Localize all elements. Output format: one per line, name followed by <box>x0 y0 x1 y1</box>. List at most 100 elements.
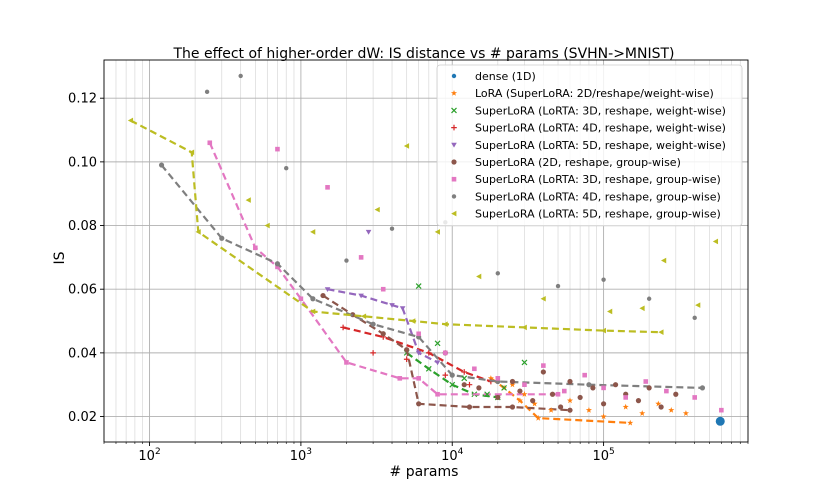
scatter-point <box>365 229 372 235</box>
scatter-point <box>380 286 386 292</box>
scatter-point <box>601 277 606 282</box>
x-tick-label: 104 <box>441 447 464 464</box>
scatter-point <box>639 410 646 416</box>
frontier-point <box>415 350 422 356</box>
y-tick-label: 0.10 <box>68 155 97 170</box>
scatter-points <box>204 73 725 426</box>
scatter-point <box>668 406 675 413</box>
scatter-point <box>238 73 243 79</box>
frontier-point <box>275 264 280 270</box>
frontier-point <box>449 381 456 388</box>
x-tick-exponent: 4 <box>458 447 464 457</box>
scatter-point <box>434 229 440 235</box>
legend-label: SuperLoRA (LoRTA: 3D, reshape, group-wis… <box>475 173 721 186</box>
legend-label: SuperLoRA (LoRTA: 4D, reshape, group-wis… <box>475 190 721 203</box>
scatter-point <box>622 403 629 410</box>
scatter-point <box>600 401 607 407</box>
scatter-point <box>245 197 251 203</box>
scatter-point <box>264 222 270 229</box>
legend-marker <box>451 210 457 217</box>
scatter-point <box>566 397 574 404</box>
frontier-point <box>207 140 213 146</box>
scatter-point <box>415 283 422 289</box>
y-tick-label: 0.04 <box>68 346 97 361</box>
plot-frame <box>103 59 749 443</box>
y-tick-label: 0.02 <box>68 410 97 425</box>
frontier-point <box>410 318 416 324</box>
scatter-point <box>517 388 523 394</box>
scatter-point <box>521 359 528 366</box>
y-axis-label: IS <box>52 251 68 264</box>
legend-marker <box>451 176 457 182</box>
frontier-point <box>340 324 346 331</box>
legend-label: SuperLoRA (LoRTA: 5D, reshape, weight-wi… <box>475 139 726 152</box>
frontier-line <box>322 294 571 412</box>
legend-entry: SuperLoRA (LoRTA: 4D, reshape, weight-wi… <box>451 122 726 135</box>
scatter-point <box>692 315 697 321</box>
scatter-point <box>607 308 613 315</box>
scatter-point <box>715 416 725 426</box>
legend-marker <box>451 73 457 79</box>
scatter-point <box>476 385 482 391</box>
scatter-point <box>612 382 619 388</box>
scatter-point <box>403 143 410 149</box>
frontier-point <box>253 245 258 251</box>
frontier-point <box>555 391 561 397</box>
y-tick-label: 0.08 <box>68 219 97 234</box>
x-tick-label: 102 <box>138 447 160 464</box>
scatter-point <box>509 381 516 388</box>
frontier-point <box>586 382 592 388</box>
scatter-point <box>310 229 316 235</box>
x-tick-base: 10 <box>592 449 609 464</box>
scatter-point <box>476 273 482 280</box>
scatter-point <box>472 366 477 372</box>
scatter-point <box>522 382 527 387</box>
frontier-point <box>699 385 706 391</box>
legend-label: SuperLoRA (LoRTA: 4D, reshape, weight-wi… <box>475 122 726 135</box>
scatter-point <box>601 385 606 391</box>
scatter-point <box>370 350 376 356</box>
frontier-point <box>425 365 432 372</box>
y-tick-label: 0.06 <box>68 283 97 298</box>
x-tick-label: 103 <box>290 447 312 464</box>
scatter-point <box>495 376 501 381</box>
frontier-point <box>158 162 165 168</box>
scatter-point <box>548 406 555 413</box>
frontier-point <box>370 321 376 327</box>
legend-marker <box>451 142 457 148</box>
scatter-point <box>389 303 395 308</box>
legend-label: LoRA (SuperLoRA: 2D/reshape/weight-wise) <box>475 87 714 100</box>
frontier-point <box>627 419 634 426</box>
scatter-point <box>661 257 667 264</box>
frontier-point <box>219 235 225 241</box>
legend-entry: SuperLoRA (LoRTA: 3D, reshape, group-wis… <box>451 173 721 186</box>
scatter-point <box>204 89 210 95</box>
scatter-point <box>275 146 280 152</box>
legend-entry: SuperLoRA (LoRTA: 5D, reshape, weight-wi… <box>451 139 726 152</box>
scatter-point <box>692 395 698 400</box>
x-tick-label: 105 <box>592 447 614 464</box>
scatter-point <box>434 340 441 347</box>
scatter-point <box>623 395 628 400</box>
frontier-point <box>358 293 364 299</box>
scatter-point <box>646 385 652 391</box>
frontier-point <box>466 404 473 410</box>
frontier-point <box>380 331 386 337</box>
scatter-point <box>658 404 664 410</box>
scatter-point <box>549 391 556 397</box>
frontier-point <box>195 229 201 235</box>
scatter-point <box>577 394 583 401</box>
scatter-point <box>712 238 719 245</box>
scatter-point <box>719 407 724 413</box>
scatter-point <box>561 388 567 394</box>
frontier-point <box>535 414 542 421</box>
scatter-point <box>555 283 561 289</box>
scatter-point <box>495 394 501 401</box>
scatter-point <box>635 398 642 404</box>
x-ticks: 102 103 104 105 <box>103 442 749 464</box>
legend-marker <box>451 107 457 114</box>
scatter-point <box>501 384 507 391</box>
frontier-point <box>188 149 195 156</box>
scatter-point <box>443 350 448 356</box>
scatter-point <box>590 385 596 391</box>
